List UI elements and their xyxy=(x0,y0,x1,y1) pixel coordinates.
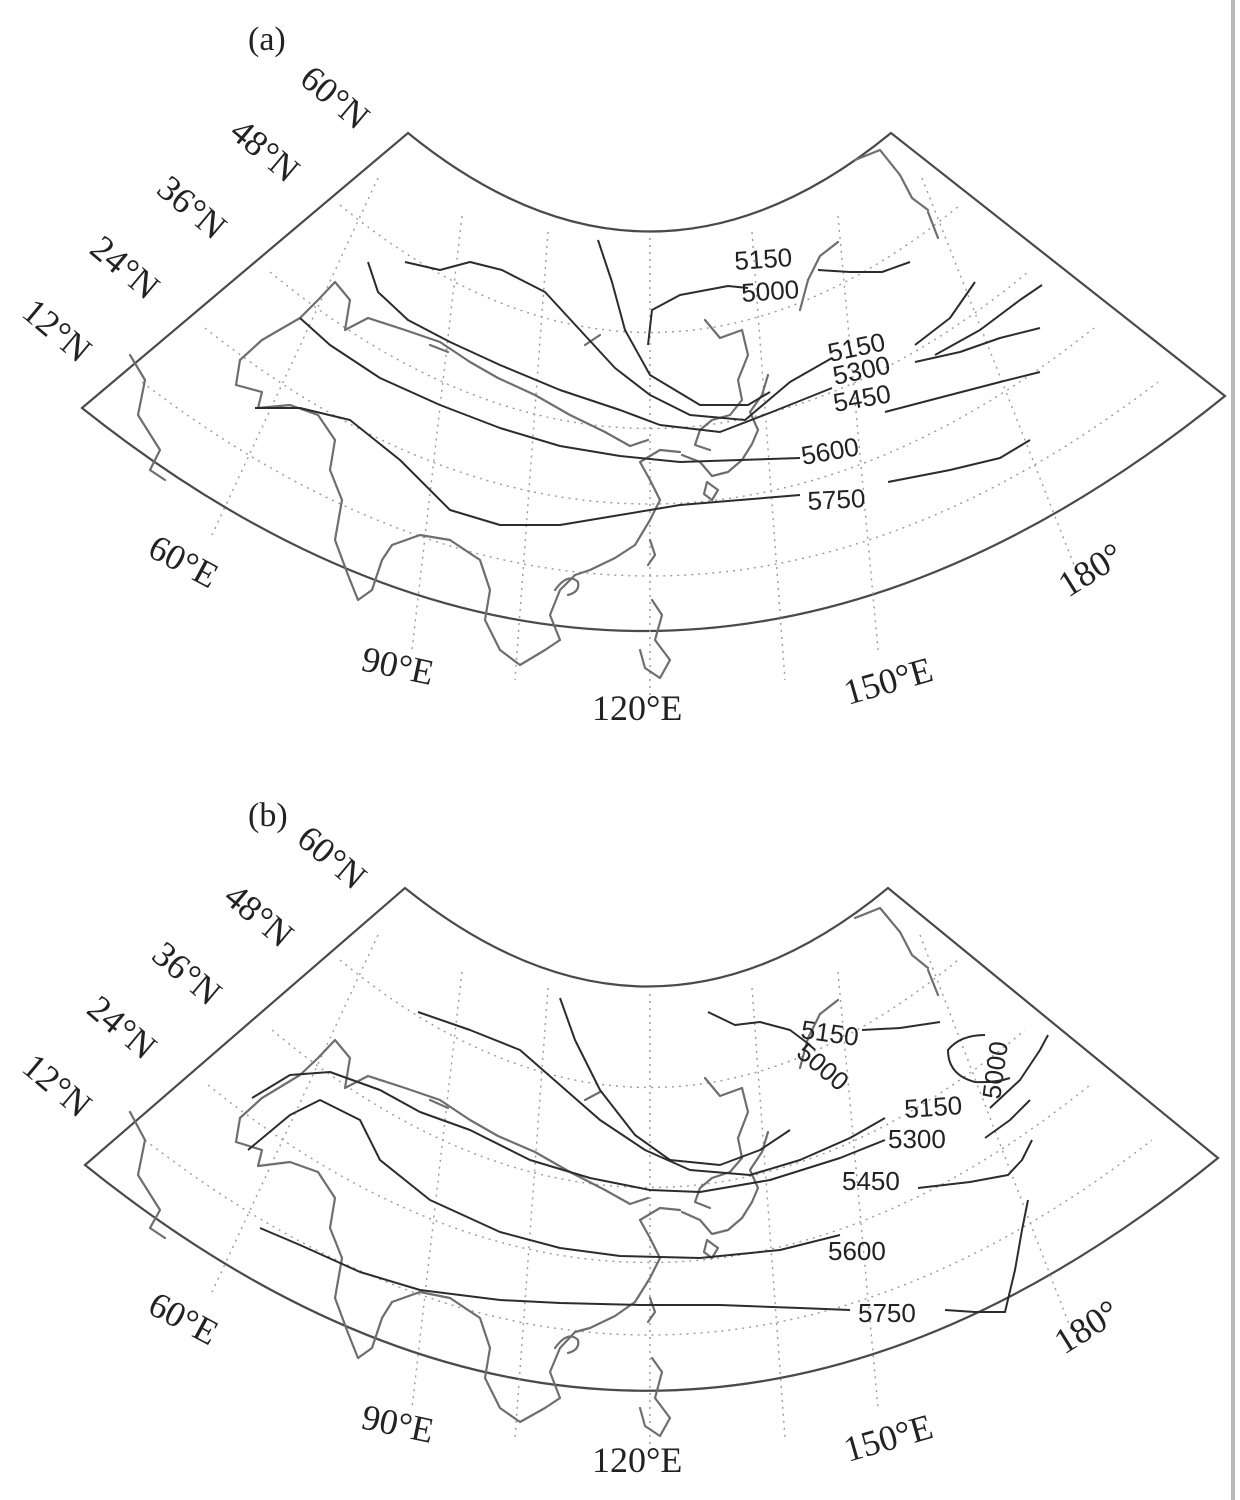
panel-b-contour-labels: 5150 5000 5000 5150 5300 5450 5600 5750 xyxy=(791,1014,1014,1328)
contour-b-5450-east xyxy=(984,1099,1031,1139)
panel-a-frame xyxy=(80,131,1227,633)
panel-b: (b) xyxy=(15,797,1220,1480)
lat-label: 36°N xyxy=(145,933,229,1013)
lon-label: 60°E xyxy=(142,527,225,596)
page-edge-divider xyxy=(1231,0,1235,1500)
lon-label: 120°E xyxy=(592,688,682,728)
panel-a-lon-labels: 60°E 90°E 120°E 150°E 180° xyxy=(142,527,1130,728)
lat-label: 48°N xyxy=(223,110,307,190)
contour-a-5450-east xyxy=(914,327,1041,363)
panel-a-label: (a) xyxy=(248,21,286,58)
panel-b-lat-labels: 60°N 48°N 36°N 24°N 12°N xyxy=(15,817,374,1125)
contour-b-5750-east xyxy=(944,1199,1029,1313)
lat-label: 24°N xyxy=(80,987,164,1067)
contour-label: 5750 xyxy=(858,1298,916,1328)
lon-label: 150°E xyxy=(839,649,937,712)
panel-b-parallels xyxy=(144,959,1153,1336)
contour-label: 5000 xyxy=(740,274,800,308)
panel-a-contour-labels: 5150 5000 5150 5300 5450 5600 5750 xyxy=(733,242,893,516)
lat-label: 12°N xyxy=(15,290,99,370)
contour-a-5750-east xyxy=(887,439,1031,483)
contour-a-5150-east xyxy=(817,261,911,273)
lat-label: 24°N xyxy=(83,227,167,307)
contour-b-5000-west xyxy=(707,1011,811,1046)
contour-a-5150-east2 xyxy=(914,281,976,346)
lat-label: 60°N xyxy=(290,817,374,897)
panel-a-lat-labels: 60°N 48°N 36°N 24°N 12°N xyxy=(15,57,377,370)
lat-label: 48°N xyxy=(217,875,301,955)
contour-b-5150-east xyxy=(861,1021,941,1031)
lon-label: 120°E xyxy=(592,1440,682,1480)
contour-label: 5150 xyxy=(733,242,793,276)
lon-label: 90°E xyxy=(358,1397,437,1451)
contour-label: 5300 xyxy=(888,1124,946,1154)
lon-label: 90°E xyxy=(358,639,437,693)
contour-a-5150-west xyxy=(597,239,771,406)
lon-label: 150°E xyxy=(839,1406,937,1469)
contour-a-5600-east xyxy=(884,371,1041,413)
panel-a-meridians xyxy=(211,177,1079,695)
lon-label: 180° xyxy=(1051,535,1130,605)
contour-a-5300 xyxy=(404,261,833,421)
panel-b-label: (b) xyxy=(248,797,288,834)
contour-b-5000-east xyxy=(947,1034,1011,1084)
panel-b-coastlines xyxy=(128,906,940,1438)
contour-label: 5600 xyxy=(799,431,861,471)
panel-a: (a) xyxy=(15,21,1227,728)
lon-label: 180° xyxy=(1047,1292,1126,1362)
contour-a-5300-east xyxy=(934,284,1043,356)
panel-b-meridians xyxy=(211,934,1073,1455)
contour-b-5300-east xyxy=(989,1034,1049,1109)
panel-a-coastlines xyxy=(128,148,940,680)
panel-b-frame xyxy=(83,886,1220,1392)
lat-label: 12°N xyxy=(15,1045,99,1125)
lon-label: 60°E xyxy=(142,1284,225,1353)
contour-b-5600-east xyxy=(917,1139,1033,1189)
lat-label: 60°N xyxy=(293,57,377,137)
contour-a-5000 xyxy=(647,285,749,346)
contour-a-5750 xyxy=(255,407,801,526)
contour-b-5300 xyxy=(417,1011,886,1176)
lat-label: 36°N xyxy=(150,167,234,247)
contour-b-5450 xyxy=(251,1071,886,1193)
contour-label: 5150 xyxy=(903,1090,963,1124)
contour-label: 5600 xyxy=(828,1236,886,1266)
contour-a-5450 xyxy=(367,261,833,433)
contour-b-5150-west xyxy=(559,997,791,1166)
panel-a-contours xyxy=(255,239,1043,526)
contour-label: 5450 xyxy=(842,1166,900,1196)
panel-b-contours xyxy=(247,997,1049,1313)
contour-b-5600 xyxy=(247,1099,841,1259)
contour-label: 5750 xyxy=(807,483,866,516)
contour-a-5600 xyxy=(299,317,801,463)
contour-b-5750 xyxy=(259,1227,851,1311)
